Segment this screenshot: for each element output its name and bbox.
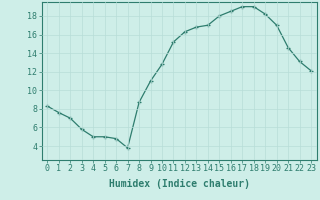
X-axis label: Humidex (Indice chaleur): Humidex (Indice chaleur) [109,179,250,189]
